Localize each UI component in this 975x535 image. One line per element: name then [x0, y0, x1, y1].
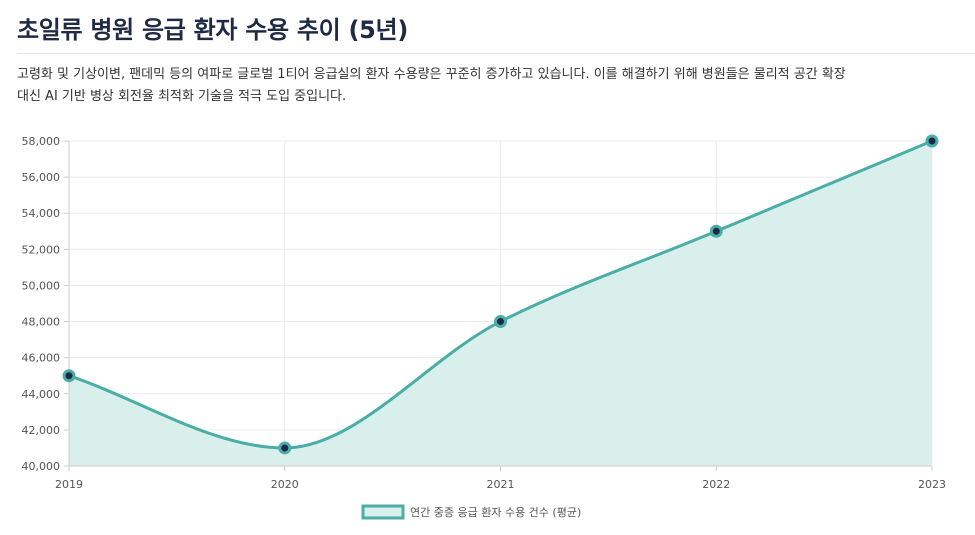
axis-layer: 40,000 42,000 44,000 46,000 48,000 50,000 52,0… [22, 135, 947, 491]
data-point[interactable] [494, 315, 507, 329]
y-tick-label: 52,000 [22, 243, 61, 256]
y-tick-label: 50,000 [22, 279, 61, 292]
y-tick-label: 54,000 [22, 207, 61, 220]
series-area-fill [69, 141, 932, 466]
data-point[interactable] [709, 224, 723, 238]
legend-label[interactable]: 연간 중증 응급 환자 수용 건수 (평균) [410, 506, 581, 519]
y-tick-label: 58,000 [22, 135, 61, 148]
x-tick-label: 2019 [55, 478, 83, 491]
y-tick-label: 48,000 [22, 316, 61, 329]
y-tick-label: 42,000 [22, 424, 61, 437]
data-point[interactable] [278, 441, 292, 455]
legend-swatch[interactable] [361, 504, 405, 520]
description-line-1: 고령화 및 기상이변, 팬데믹 등의 여파로 글로벌 1티어 응급실의 환자 수… [17, 67, 846, 82]
y-tick-label: 44,000 [22, 388, 61, 401]
y-tick-label: 40,000 [22, 460, 61, 473]
title-divider [17, 53, 975, 54]
x-tick-label: 2021 [487, 478, 515, 491]
y-tick-label: 46,000 [22, 352, 61, 365]
x-tick-label: 2022 [702, 478, 730, 491]
x-tick-label: 2020 [271, 478, 299, 491]
page-description: 고령화 및 기상이변, 팬데믹 등의 여파로 글로벌 1티어 응급실의 환자 수… [17, 64, 975, 108]
chart-legend: 연간 중증 응급 환자 수용 건수 (평균) [361, 504, 581, 520]
description-line-2: 대신 AI 기반 병상 회전율 최적화 기술을 적극 도입 중입니다. [17, 89, 347, 104]
point-layer [62, 134, 939, 455]
data-point[interactable] [925, 134, 939, 148]
x-tick-label: 2023 [918, 478, 946, 491]
data-point[interactable] [62, 369, 76, 383]
y-tick-label: 56,000 [22, 171, 61, 184]
page-title: 초일류 병원 응급 환자 수용 추이 (5년) [17, 16, 408, 44]
area-layer [69, 141, 932, 466]
